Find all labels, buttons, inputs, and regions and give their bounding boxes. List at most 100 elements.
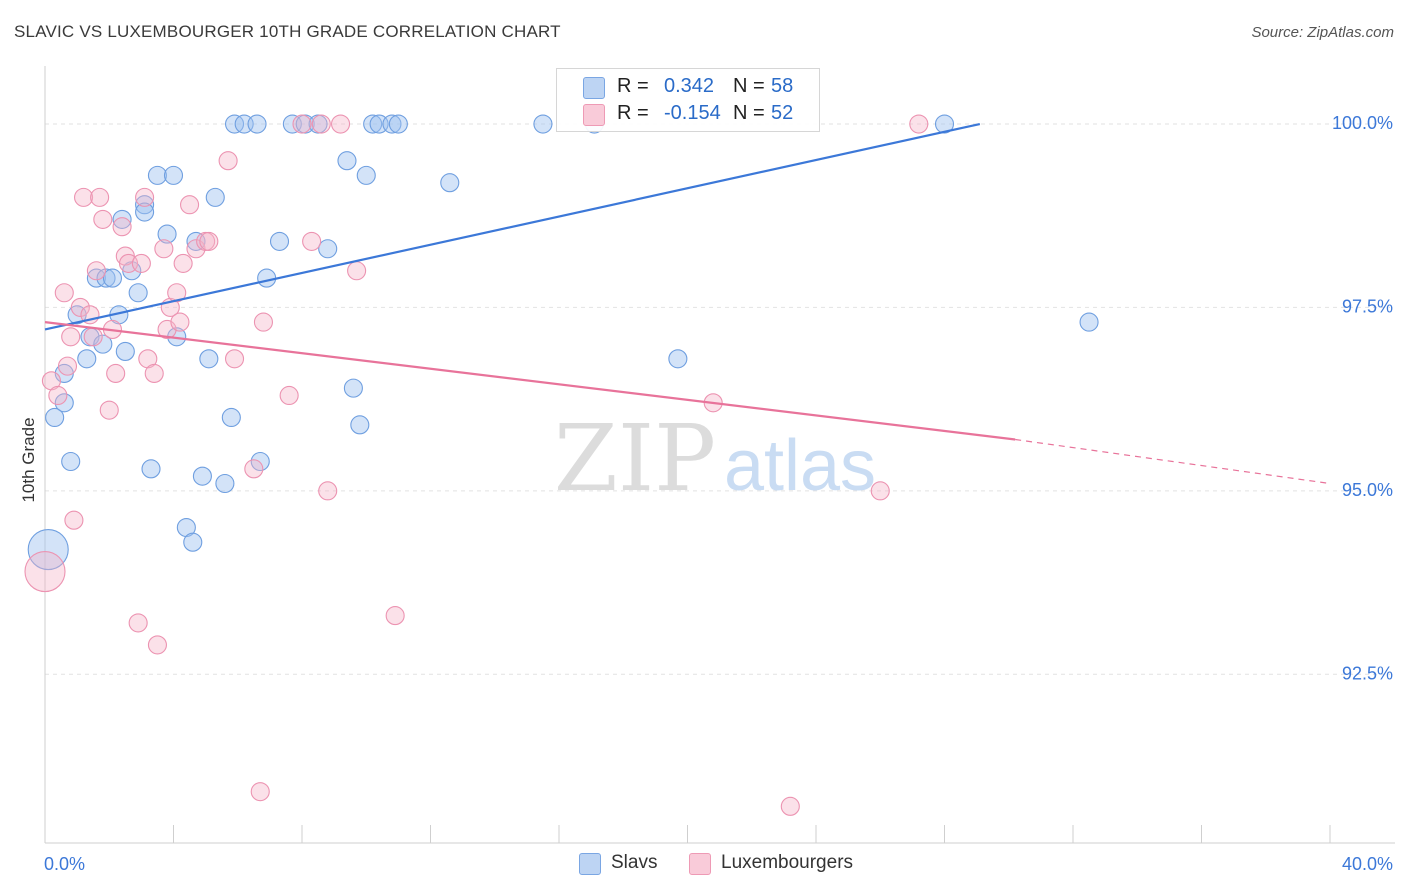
slavs-point [247,114,267,134]
lux-point [131,253,151,273]
slavs-r-label: R = [617,75,649,97]
slavs-point [135,195,155,215]
y-tick-label: 100.0% [1332,113,1393,133]
lux-point [385,606,405,626]
lux-point [909,114,929,134]
watermark-zip: ZIP [554,405,716,512]
lux-n-label: N = [733,102,765,124]
slavs-point [269,231,290,251]
lux-point [311,114,331,134]
lux-point [135,187,155,207]
slavs-n-value: 58 [771,75,794,97]
lux-r-value: -0.154 [664,102,721,124]
y-tick-label: 92.5% [1342,663,1393,683]
lux-point [292,114,312,134]
lux-point [330,114,351,134]
slavs-point [257,268,277,288]
slavs-point [147,165,167,185]
slavs-point [934,114,955,134]
lux-point [170,312,190,332]
watermark-atlas: atlas [724,426,876,506]
slavs-point [77,349,97,369]
lux-point [93,209,113,229]
lux-point [224,349,245,369]
lux-point [870,481,890,501]
lux-trend-extension [1015,438,1331,485]
slavs-point [668,349,688,369]
slavs-point [112,209,132,229]
y-tick-label: 97.5% [1342,296,1393,316]
lux-point [57,356,78,376]
slavs-point [54,393,74,413]
slavs-point [157,224,177,244]
slavs-point [533,114,553,134]
slavs-point [205,187,225,207]
lux-point [780,796,800,816]
slavs-point [135,202,155,222]
lux-point [173,253,193,273]
lux-point [218,151,238,171]
slavs-point [27,528,69,571]
y-tick-label: 95.0% [1342,480,1393,500]
slavs-point [128,283,148,303]
lux-point [154,239,174,259]
slavs-point [350,415,370,435]
slavs-legend-swatch [579,853,601,875]
lux-point [318,481,338,501]
slavs-point [343,378,363,398]
lux-r-label: R = [617,102,649,124]
slavs-point [93,334,113,354]
slavs-point [318,239,338,259]
lux-point [83,327,103,347]
slavs-point [388,114,408,134]
lux-point [54,283,74,303]
slavs-point [45,407,65,428]
slavs-legend-label: Slavs [611,852,658,873]
lux-point [347,261,367,281]
slavs-point [382,114,402,134]
slavs-point [115,341,135,362]
lux-point [48,385,68,406]
slavs-point [61,451,81,472]
lux-point [253,312,274,332]
lux-point [61,327,81,347]
lux-point [167,283,187,303]
trend-lines [44,122,1331,485]
slavs-point [192,466,212,486]
slavs-point [250,451,270,472]
slavs-point [440,173,460,193]
lux-point [86,261,106,281]
x-tick-label-max: 40.0% [1342,854,1393,874]
lux-point [24,550,66,593]
slavs-point [337,151,357,171]
tick-labels: 92.5% 95.0% 97.5% 100.0% 0.0% 40.0% [44,113,1393,874]
slavs-point [141,459,161,479]
lux-point [302,231,322,251]
slavs-point [215,473,235,494]
lux-point [74,187,94,207]
lux-legend-swatch [689,853,711,875]
lux-point [244,459,264,479]
slavs-point [183,532,203,552]
slavs-trend-line [44,122,981,331]
lux-point [128,613,148,633]
slavs-point [221,407,241,428]
lux-swatch [583,104,605,126]
slavs-point [199,349,219,369]
slavs-point [102,268,123,288]
lux-trend-line [44,321,1016,441]
lux-point [70,297,90,317]
lux-legend-label: Luxembourgers [721,852,854,873]
chart-title: SLAVIC VS LUXEMBOURGER 10TH GRADE CORREL… [14,22,561,41]
slavs-point [356,165,376,185]
slavs-point [224,114,245,134]
lux-point [112,217,132,237]
lux-point [250,782,270,802]
lux-point [99,400,119,420]
watermark: ZIP atlas [554,405,876,512]
slavs-r-value: 0.342 [664,75,715,97]
lux-point [106,363,126,384]
lux-point [279,385,299,406]
gridlines [45,123,1390,675]
